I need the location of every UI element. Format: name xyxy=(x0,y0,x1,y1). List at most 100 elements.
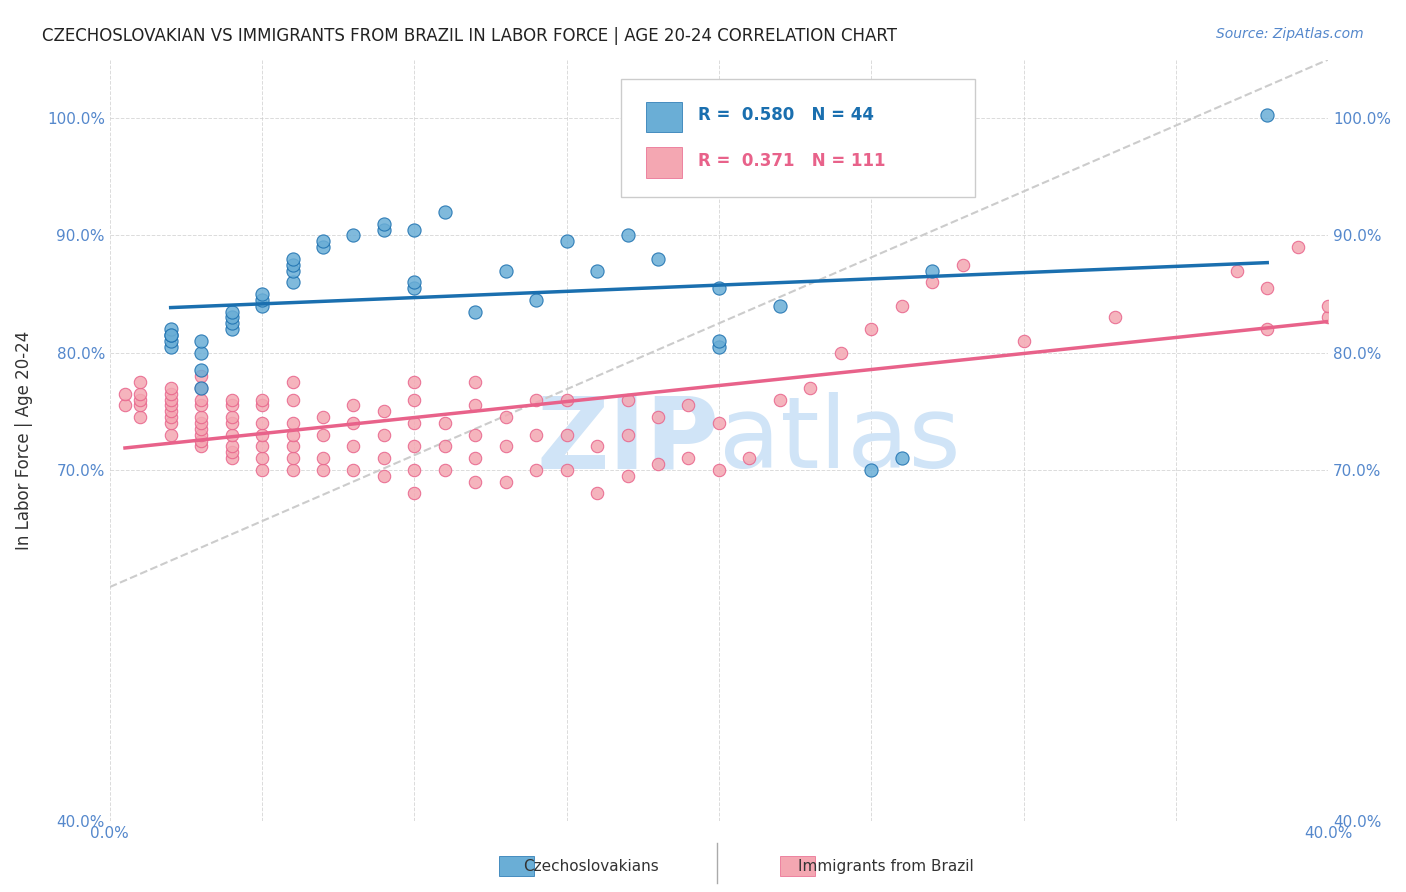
Point xyxy=(830,345,852,359)
Point xyxy=(159,427,181,442)
Point xyxy=(707,340,730,354)
Point xyxy=(129,410,152,425)
Point xyxy=(221,322,243,336)
Point xyxy=(373,451,395,466)
Point xyxy=(1226,263,1249,277)
Point xyxy=(404,275,426,289)
Point xyxy=(1378,258,1400,272)
Point xyxy=(555,427,578,442)
Point xyxy=(281,252,304,266)
Point xyxy=(221,392,243,407)
Point xyxy=(281,451,304,466)
Point xyxy=(281,258,304,272)
Point xyxy=(312,410,335,425)
Point xyxy=(373,404,395,418)
Point xyxy=(190,345,212,359)
Text: Immigrants from Brazil: Immigrants from Brazil xyxy=(799,859,973,874)
Point xyxy=(129,386,152,401)
Point xyxy=(555,234,578,248)
Point xyxy=(495,439,517,453)
Point xyxy=(312,451,335,466)
Point xyxy=(433,205,456,219)
Point xyxy=(616,228,638,243)
Point xyxy=(404,222,426,236)
Point xyxy=(952,258,974,272)
Point xyxy=(159,340,181,354)
Point xyxy=(524,392,547,407)
Point xyxy=(342,463,364,477)
Point xyxy=(373,427,395,442)
Point xyxy=(616,427,638,442)
Point xyxy=(647,252,669,266)
Point xyxy=(647,457,669,471)
Point xyxy=(159,381,181,395)
Point xyxy=(190,398,212,412)
Point xyxy=(678,398,700,412)
Point xyxy=(129,392,152,407)
Point xyxy=(250,299,273,313)
Point xyxy=(221,416,243,430)
Point xyxy=(159,334,181,348)
Point xyxy=(404,416,426,430)
Point xyxy=(1317,310,1340,325)
Point xyxy=(342,439,364,453)
Point xyxy=(555,463,578,477)
Point xyxy=(250,439,273,453)
Point xyxy=(190,422,212,436)
Point xyxy=(159,398,181,412)
Point xyxy=(281,439,304,453)
Point xyxy=(373,468,395,483)
Point xyxy=(221,304,243,318)
Point xyxy=(221,398,243,412)
Point xyxy=(221,427,243,442)
Point xyxy=(524,427,547,442)
Point xyxy=(312,463,335,477)
Point xyxy=(159,410,181,425)
Point xyxy=(250,392,273,407)
Point xyxy=(464,398,486,412)
Point xyxy=(464,375,486,389)
Point xyxy=(921,263,943,277)
Point xyxy=(281,375,304,389)
Point xyxy=(159,328,181,343)
Point xyxy=(281,275,304,289)
Point xyxy=(342,398,364,412)
Point xyxy=(707,334,730,348)
Point xyxy=(250,287,273,301)
Point xyxy=(404,281,426,295)
Point xyxy=(190,439,212,453)
Point xyxy=(281,463,304,477)
Point xyxy=(250,451,273,466)
Point xyxy=(555,392,578,407)
FancyBboxPatch shape xyxy=(645,102,682,132)
Point xyxy=(495,263,517,277)
Point xyxy=(129,398,152,412)
Point xyxy=(1347,275,1369,289)
FancyBboxPatch shape xyxy=(621,78,974,197)
Point xyxy=(678,451,700,466)
Point xyxy=(433,439,456,453)
Text: R =  0.371   N = 111: R = 0.371 N = 111 xyxy=(699,152,886,170)
Point xyxy=(221,445,243,459)
Point xyxy=(1256,108,1278,122)
Text: ZIP: ZIP xyxy=(536,392,718,489)
Point xyxy=(373,222,395,236)
Point xyxy=(250,293,273,307)
Point xyxy=(190,381,212,395)
Point xyxy=(159,322,181,336)
Point xyxy=(495,475,517,489)
Point xyxy=(890,299,912,313)
Point xyxy=(647,410,669,425)
Point xyxy=(159,404,181,418)
Point xyxy=(404,463,426,477)
Point xyxy=(464,304,486,318)
Point xyxy=(221,410,243,425)
Point xyxy=(586,439,609,453)
Point xyxy=(281,427,304,442)
Point xyxy=(1256,281,1278,295)
Point xyxy=(707,281,730,295)
Point xyxy=(860,463,883,477)
Text: Source: ZipAtlas.com: Source: ZipAtlas.com xyxy=(1216,27,1364,41)
Point xyxy=(464,427,486,442)
FancyBboxPatch shape xyxy=(645,147,682,178)
